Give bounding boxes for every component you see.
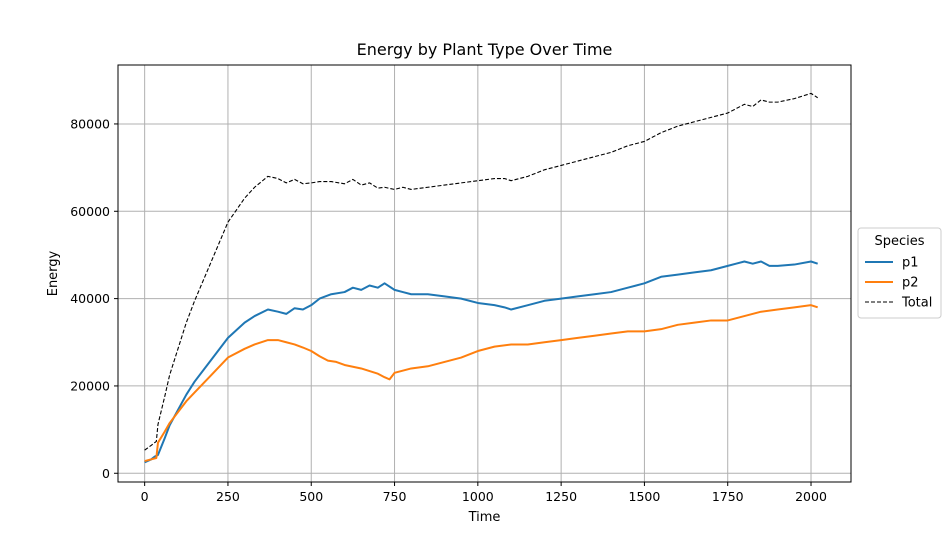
legend: Species p1 p2 Total: [857, 227, 942, 319]
x-tick-label: 750: [383, 489, 407, 504]
series-line-p2: [144, 304, 818, 463]
x-tick-label: 250: [216, 489, 240, 504]
legend-label-total: Total: [901, 296, 932, 311]
legend-title: Species: [874, 234, 924, 249]
x-tick-label: 1250: [545, 489, 577, 504]
series-line-total: [144, 92, 818, 451]
y-tick-label: 0: [102, 466, 110, 481]
chart-title: Energy by Plant Type Over Time: [357, 40, 613, 59]
x-tick-label: 2000: [795, 489, 827, 504]
legend-box: [857, 227, 942, 319]
x-tick-label: 1750: [712, 489, 744, 504]
plot-frame: [117, 64, 852, 483]
y-tick-label: 20000: [70, 378, 110, 393]
series-layer: [144, 92, 818, 464]
y-tick-label: 80000: [70, 116, 110, 131]
y-tick-label: 40000: [70, 291, 110, 306]
y-tick-label: 60000: [70, 204, 110, 219]
ticks: 0 250 500 750 1000 1250 1500 1750 20000200004000…: [70, 116, 827, 504]
legend-label-p2: p2: [902, 276, 919, 291]
x-tick-label: 1500: [629, 489, 661, 504]
x-tick-label: 0: [141, 489, 149, 504]
y-axis-label: Energy: [46, 250, 61, 296]
x-tick-label: 500: [299, 489, 323, 504]
x-tick-label: 1000: [462, 489, 494, 504]
x-axis-label: Time: [468, 510, 501, 525]
legend-label-p1: p1: [902, 256, 919, 271]
grid: [118, 65, 851, 482]
series-line-p1: [144, 260, 818, 464]
